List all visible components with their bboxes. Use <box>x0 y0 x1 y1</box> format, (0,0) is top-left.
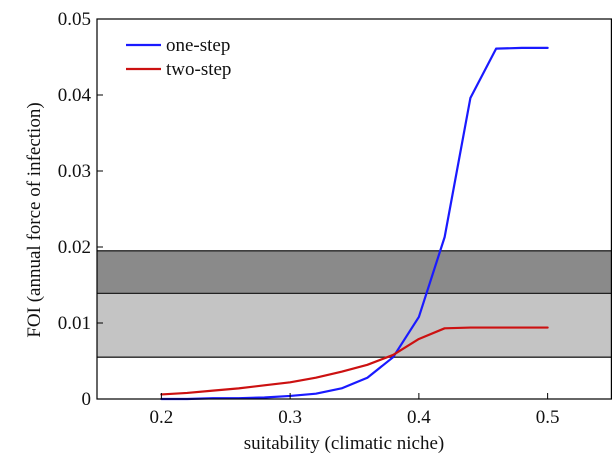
y-tick-label: 0 <box>82 389 92 410</box>
legend: one-step two-step <box>126 35 231 80</box>
series-line-one-step <box>160 46 549 401</box>
y-tick-label: 0.02 <box>58 237 91 258</box>
reference-bands <box>97 250 612 358</box>
x-tick-label: 0.4 <box>407 407 431 428</box>
y-tick-label: 0.03 <box>58 161 91 182</box>
y-tick-label: 0.04 <box>58 85 92 106</box>
x-tick-label: 0.5 <box>536 407 560 428</box>
y-axis-label: FOI (annual force of infection) <box>24 102 45 337</box>
x-axis-label: suitability (climatic niche) <box>244 433 445 454</box>
y-tick-label: 0.01 <box>58 313 91 334</box>
plot-frame <box>96 18 612 400</box>
y-tick-label: 0.05 <box>58 9 91 30</box>
data-series <box>160 46 549 401</box>
legend-label-two-step: two-step <box>166 59 231 80</box>
x-tick-label: 0.3 <box>278 407 302 428</box>
band-1 <box>97 293 612 358</box>
axis-ticks: 0.2 0.3 0.4 0.5 0 0.01 0.02 0.03 0.04 0.05 <box>58 9 560 428</box>
band-0 <box>97 250 612 294</box>
legend-label-one-step: one-step <box>166 35 230 56</box>
x-tick-label: 0.2 <box>150 407 174 428</box>
series-line-two-step <box>160 326 549 396</box>
